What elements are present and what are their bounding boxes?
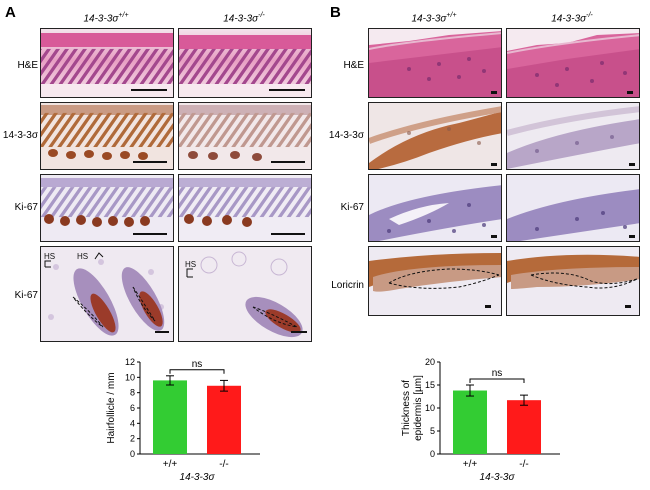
chart-b-ylabel: Thickness ofepidermis [µm] <box>401 375 424 441</box>
chart-a-ytick-label-0: 0 <box>130 449 135 459</box>
chart-b-ytick-label-3: 15 <box>425 380 435 390</box>
micrograph-b-loricrin-wildtype <box>368 246 502 316</box>
panel-a-row-ki67-zoom: Ki-67 <box>14 290 38 301</box>
chart-b-xtick-label-1: -/- <box>519 459 528 470</box>
chart-a-xlabel: 14-3-3σ <box>180 472 216 483</box>
panel-b-row-ki67: Ki-67 <box>340 202 364 213</box>
chart-a-bar-0 <box>153 380 187 454</box>
micrograph-b-he-knockout <box>506 28 640 98</box>
panel-b-col-knockout: 14-3-3σ-/- <box>551 12 593 25</box>
panel-b-label: B <box>330 4 341 21</box>
chart-b-xtick-label-0: +/+ <box>463 459 478 470</box>
chart-a-sig-label: ns <box>192 359 203 370</box>
chart-b-bar-1 <box>507 400 541 454</box>
chart-a-ytick-label-2: 4 <box>130 418 135 428</box>
panel-b-row-he: H&E <box>343 60 364 71</box>
chart-a-xtick-label-1: -/- <box>219 459 228 470</box>
chart-a-ytick-label-4: 8 <box>130 388 135 398</box>
chart-a-sig-bracket <box>169 369 225 374</box>
chart-hairfollicle: 0 2 4 6 8 10 12 Hairfollicle / mm +/+ -/- ns 14-3-3… <box>106 357 260 483</box>
chart-b-ytick-label-2: 10 <box>425 403 435 413</box>
micrograph-a-sigma-wildtype <box>40 102 174 170</box>
micrograph-b-sigma-knockout <box>506 102 640 170</box>
micrograph-a-ki67-zoom-knockout: HS <box>178 246 312 342</box>
chart-b-ytick-label-4: 20 <box>425 357 435 367</box>
micrograph-a-ki67-zoom-wildtype: HS HS <box>40 246 174 342</box>
panel-a-label: A <box>5 4 16 21</box>
chart-b-sig-bracket <box>469 378 525 383</box>
chart-b-xlabel: 14-3-3σ <box>480 472 516 483</box>
panel-a-row-ki67: Ki-67 <box>14 202 38 213</box>
chart-b-ytick-label-0: 0 <box>430 449 435 459</box>
chart-a-bar-1 <box>207 385 241 454</box>
micrograph-b-ki67-knockout <box>506 174 640 242</box>
micrograph-a-ki67-knockout <box>178 174 312 242</box>
micrograph-b-sigma-wildtype <box>368 102 502 170</box>
panel-b-row-loricrin: Loricrin <box>331 280 364 291</box>
micrograph-b-ki67-wildtype <box>368 174 502 242</box>
micrograph-a-he-wildtype <box>40 28 174 98</box>
panel-a-col-wildtype: 14-3-3σ+/+ <box>83 12 129 25</box>
hs-label-3: HS <box>185 260 196 269</box>
chart-a-xtick-label-0: +/+ <box>163 459 178 470</box>
hs-label-2: HS <box>77 252 88 261</box>
panel-a-row-he: H&E <box>17 60 38 71</box>
panel-b-col-wildtype: 14-3-3σ+/+ <box>411 12 457 25</box>
micrograph-b-loricrin-knockout <box>506 246 640 316</box>
chart-a-ytick-label-5: 10 <box>125 372 135 382</box>
micrograph-a-ki67-wildtype <box>40 174 174 242</box>
chart-b-sig-label: ns <box>492 368 503 379</box>
chart-a-ytick-label-3: 6 <box>130 403 135 413</box>
micrograph-a-he-knockout <box>178 28 312 98</box>
panel-b-row-sigma: 14-3-3σ <box>328 130 364 141</box>
micrograph-a-sigma-knockout <box>178 102 312 170</box>
chart-a-ylabel: Hairfollicle / mm <box>106 372 117 443</box>
chart-b-bar-0 <box>453 390 487 454</box>
hs-label-1: HS <box>44 252 55 261</box>
panel-a-col-knockout: 14-3-3σ-/- <box>223 12 265 25</box>
chart-a-ytick-label-1: 2 <box>130 434 135 444</box>
micrograph-b-he-wildtype <box>368 28 502 98</box>
chart-a-ytick-label-6: 12 <box>125 357 135 367</box>
chart-b-ytick-label-1: 5 <box>430 426 435 436</box>
panel-a-row-sigma: 14-3-3σ <box>2 130 38 141</box>
